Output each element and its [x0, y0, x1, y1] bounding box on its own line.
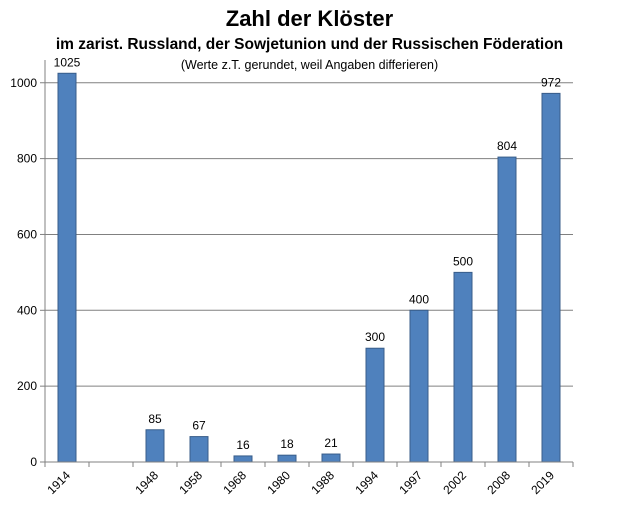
bar-1968: [233, 455, 253, 463]
data-label: 972: [541, 75, 561, 89]
data-label: 18: [280, 437, 294, 451]
x-tick-label: 1997: [396, 468, 425, 497]
x-tick-label: 1968: [220, 468, 249, 497]
x-tick-label: 1948: [132, 468, 161, 497]
x-tick-label: 1994: [352, 468, 381, 497]
data-label: 85: [148, 412, 162, 426]
bar-1914: [57, 72, 77, 463]
y-tick-label: 400: [17, 303, 37, 317]
bar-1988: [321, 453, 341, 463]
x-tick-label: 1980: [264, 468, 293, 497]
x-tick-label: 2008: [484, 468, 513, 497]
x-tick-label: 2002: [440, 468, 469, 497]
data-label: 21: [324, 436, 338, 450]
bar-2002: [453, 271, 473, 463]
data-label: 300: [365, 330, 385, 344]
bar-1958: [189, 436, 209, 463]
grid-lines: [45, 82, 573, 387]
labels: 0 200 400 600 800 1000 1025 1914 85 1948 67 1958 16 1…: [10, 55, 561, 497]
data-label: 804: [497, 139, 517, 153]
bars: [57, 72, 561, 463]
bar-1948: [145, 429, 165, 463]
x-tick-label: 1914: [44, 468, 73, 497]
axes: [40, 60, 574, 467]
data-label: 400: [409, 292, 429, 306]
x-tick-label: 1988: [308, 468, 337, 497]
chart-subtitle: im zarist. Russland, der Sowjetunion und…: [55, 36, 564, 53]
data-label: 1025: [54, 55, 81, 69]
bar-1980: [277, 454, 297, 463]
chart-title: Zahl der Klöster: [225, 6, 394, 31]
y-tick-label: 1000: [10, 76, 37, 90]
data-label: 67: [192, 419, 206, 433]
x-tick-label: 1958: [176, 468, 205, 497]
data-label: 16: [236, 438, 250, 452]
y-tick-label: 600: [17, 227, 37, 241]
x-tick-label: 2019: [528, 468, 557, 497]
chart-note: (Werte z.T. gerundet, weil Angaben diffe…: [180, 58, 439, 72]
data-label: 500: [453, 254, 473, 268]
bar-2019: [541, 92, 561, 463]
bar-1997: [409, 309, 429, 463]
bar-1994: [365, 347, 385, 463]
y-tick-label: 200: [17, 379, 37, 393]
y-tick-label: 800: [17, 152, 37, 166]
bar-2008: [497, 156, 517, 463]
y-tick-label: 0: [30, 455, 37, 469]
